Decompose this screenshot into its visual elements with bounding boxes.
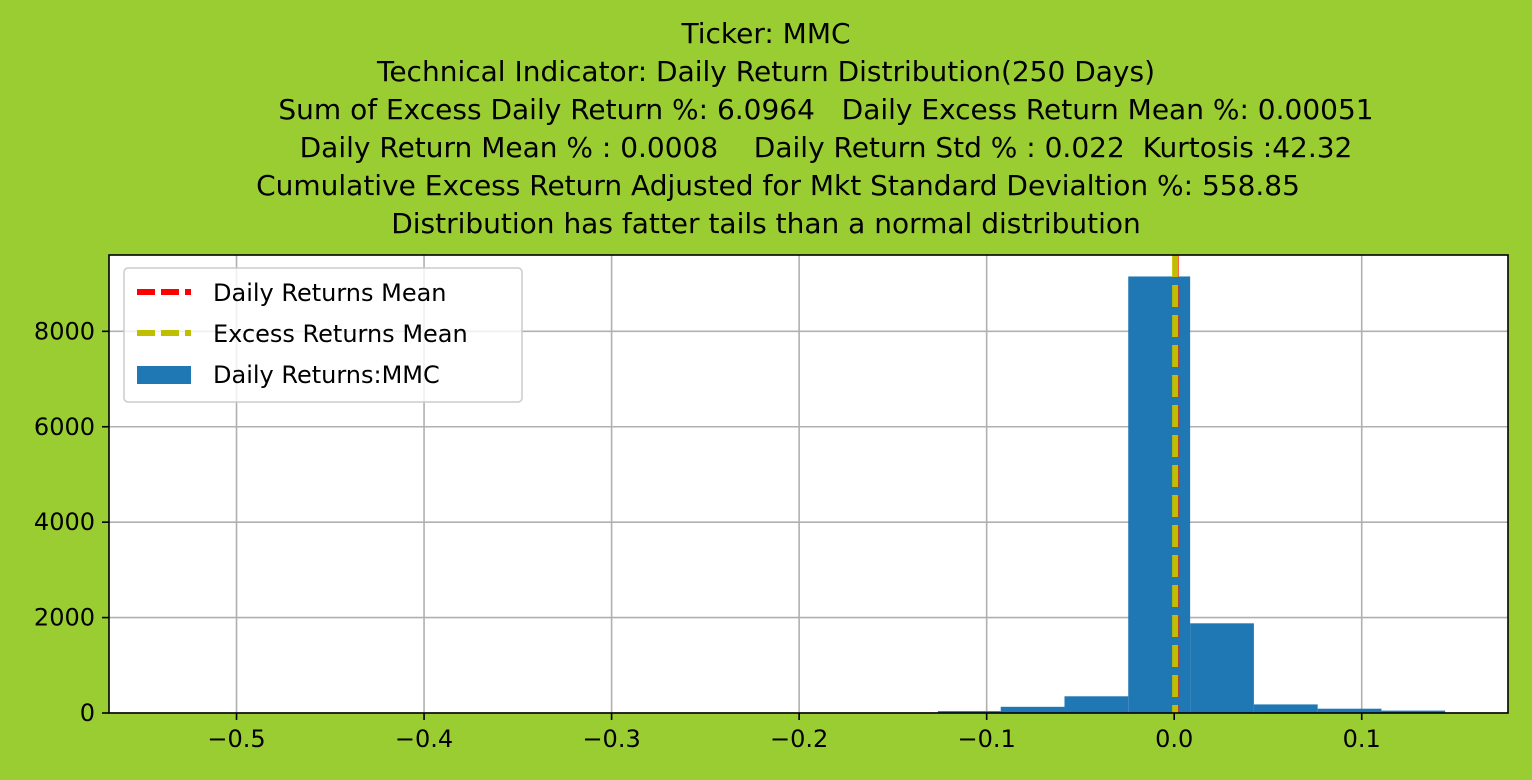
- histogram-bar: [1128, 276, 1191, 713]
- title-line-3: Sum of Excess Daily Return %: 6.0964 Dai…: [278, 93, 1374, 126]
- histogram-bar: [1000, 706, 1065, 713]
- y-tick-label: 0: [80, 699, 95, 727]
- legend-swatch-histogram: [137, 366, 191, 384]
- histogram-bar: [1253, 704, 1318, 713]
- legend-box: [123, 267, 523, 403]
- x-axis-ticks: −0.5 −0.4 −0.3 −0.2 −0.1 0.0 0.1: [207, 713, 1381, 753]
- x-tick-label: −0.5: [207, 725, 265, 753]
- legend: Daily Returns Mean Excess Returns Mean D…: [123, 267, 523, 403]
- title-line-6: Distribution has fatter tails than a nor…: [391, 207, 1141, 240]
- x-tick-label: −0.2: [770, 725, 828, 753]
- y-tick-label: 2000: [34, 604, 95, 632]
- x-tick-label: −0.3: [582, 725, 640, 753]
- legend-label-excess-mean: Excess Returns Mean: [213, 320, 468, 348]
- y-tick-label: 8000: [34, 317, 95, 345]
- x-tick-label: −0.1: [958, 725, 1016, 753]
- histogram-bar: [937, 711, 1001, 713]
- y-tick-label: 6000: [34, 413, 95, 441]
- plot-frame: [108, 254, 1509, 714]
- x-tick-label: 0.1: [1343, 725, 1381, 753]
- title-line-5: Cumulative Excess Return Adjusted for Mk…: [256, 169, 1300, 202]
- title-line-4: Daily Return Mean % : 0.0008 Daily Retur…: [299, 131, 1353, 164]
- title-line-2: Technical Indicator: Daily Return Distri…: [376, 55, 1156, 88]
- legend-label-histogram: Daily Returns:MMC: [213, 361, 440, 389]
- y-axis-ticks: 0 2000 4000 6000 8000: [34, 317, 109, 727]
- histogram-bar: [1064, 696, 1129, 713]
- legend-label-daily-mean: Daily Returns Mean: [213, 279, 447, 307]
- x-tick-label: 0.0: [1155, 725, 1193, 753]
- histogram-bars: [937, 276, 1446, 713]
- y-tick-label: 4000: [34, 508, 95, 536]
- histogram-bar: [1381, 710, 1446, 713]
- histogram-bar: [1317, 708, 1382, 713]
- x-tick-label: −0.4: [395, 725, 453, 753]
- title-line-1: Ticker: MMC: [681, 17, 851, 50]
- histogram-bar: [1190, 623, 1254, 713]
- mean-lines: [1172, 255, 1179, 713]
